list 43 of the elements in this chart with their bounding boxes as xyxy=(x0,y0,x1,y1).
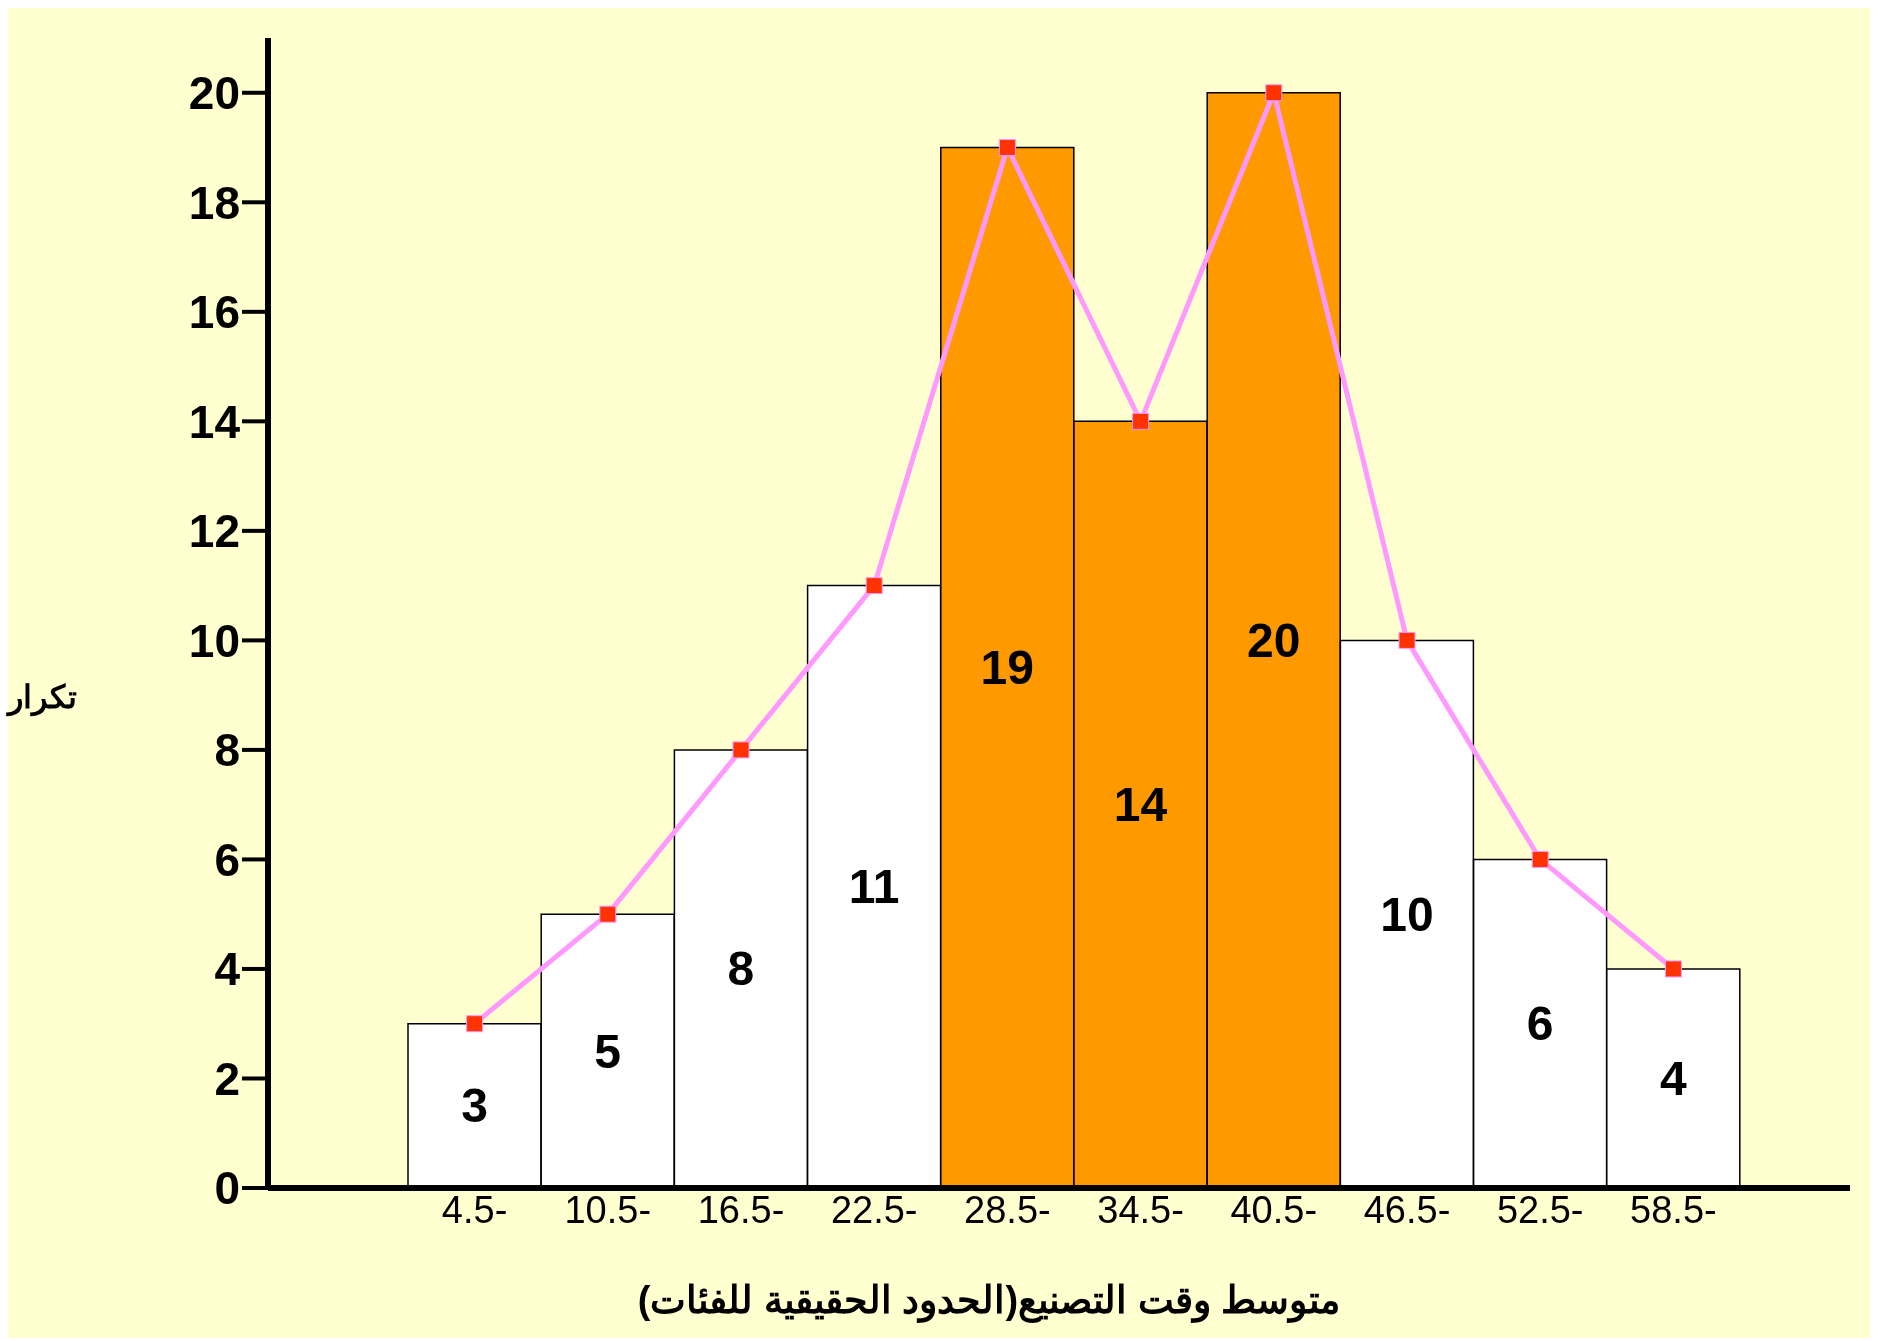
data-label: 6 xyxy=(1526,997,1554,1051)
point xyxy=(466,1015,484,1033)
data-label: 10 xyxy=(1380,887,1434,941)
x-tick-label: 16.5- xyxy=(697,1188,785,1231)
y-tick-label: 16 xyxy=(188,286,240,339)
point xyxy=(1265,84,1283,102)
x-tick-label: 58.5- xyxy=(1630,1188,1717,1231)
data-label: 5 xyxy=(594,1024,622,1078)
data-label: 20 xyxy=(1247,613,1301,667)
x-tick-label: 34.5- xyxy=(1097,1188,1184,1231)
point xyxy=(1132,412,1150,430)
x-tick-label: 46.5- xyxy=(1363,1188,1451,1231)
x-axis-title: متوسط وقت التصنيع(الحدود الحقيقية للفئات) xyxy=(636,1278,1342,1322)
data-label: 8 xyxy=(727,942,755,996)
point xyxy=(732,741,750,759)
x-tick-label: 22.5- xyxy=(830,1188,918,1231)
x-tick-label: 40.5- xyxy=(1230,1188,1318,1231)
data-label: 19 xyxy=(980,641,1034,695)
y-tick-label: 10 xyxy=(188,614,240,667)
y-tick-label: 0 xyxy=(214,1162,240,1215)
data-label: 14 xyxy=(1113,778,1168,832)
point xyxy=(1398,631,1416,649)
y-tick-label: 4 xyxy=(214,943,241,996)
x-tick-label: 52.5- xyxy=(1496,1188,1584,1231)
y-tick-label: 14 xyxy=(188,395,241,448)
y-tick-label: 2 xyxy=(214,1052,240,1105)
y-tick-label: 8 xyxy=(214,724,240,777)
point xyxy=(1664,960,1682,978)
x-tick-label: 4.5- xyxy=(441,1188,508,1231)
y-tick-label: 20 xyxy=(188,67,240,120)
x-tick-label: 10.5- xyxy=(564,1188,652,1231)
y-tick-label: 18 xyxy=(188,176,240,229)
x-tick-label: 28.5- xyxy=(964,1188,1051,1231)
data-label: 4 xyxy=(1659,1051,1687,1105)
point xyxy=(865,577,883,595)
point xyxy=(998,139,1016,157)
point xyxy=(1531,850,1549,868)
y-axis-title: تكرار xyxy=(8,678,77,716)
data-label: 11 xyxy=(848,860,900,914)
point xyxy=(599,905,617,923)
y-tick-label: 12 xyxy=(188,505,240,558)
y-tick-label: 6 xyxy=(214,833,240,886)
data-label: 3 xyxy=(461,1079,488,1133)
